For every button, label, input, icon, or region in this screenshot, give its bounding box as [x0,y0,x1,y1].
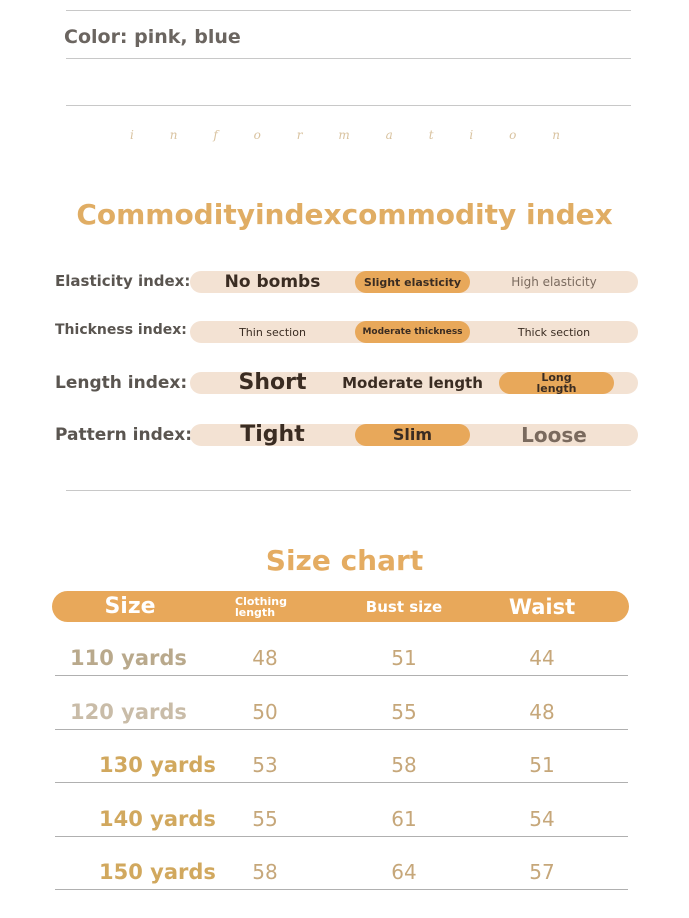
size-cell: 120 yards [70,699,187,724]
color-info: Color: pink, blue [64,26,241,48]
script-letter: i [469,128,474,142]
measurement-cell: 51 [391,646,417,670]
measurement-cell: 55 [391,699,417,724]
measurement-cell: 55 [252,806,278,831]
measurement-cell: 53 [252,753,278,777]
measurement-cell: 54 [529,806,555,831]
measurement-cell: 44 [529,646,555,670]
column-header: Bust size [365,597,443,616]
script-letter: t [428,128,434,142]
measurement-cell: 51 [529,753,555,777]
index-bar: Tight Slim Loose [190,424,638,446]
script-letter: o [253,128,261,142]
index-option-selected: Moderate thickness [355,321,470,343]
index-label: Pattern index: [55,425,193,445]
measurement-cell: 64 [391,860,417,884]
divider [66,490,631,491]
index-title: Commodityindexcommodity index [76,198,613,231]
index-bar: No bombs Slight elasticity High elasticity [190,271,638,293]
row-divider [55,728,628,730]
row-divider [55,675,628,676]
index-option-selected: Slight elasticity [355,271,470,293]
measurement-cell: 61 [391,806,417,831]
index-option: Thick section [517,325,591,339]
measurement-cell: 58 [391,753,417,777]
row-divider [55,782,628,783]
index-bar: Thin section Moderate thickness Thick sect… [190,321,638,343]
size-chart-title: Size chart [265,544,424,577]
index-label: Length index: [55,373,188,393]
index-label: Elasticity index: [55,272,191,290]
script-letter: n [169,128,178,142]
script-letter: r [296,128,303,142]
script-letter: o [509,128,517,142]
size-cell: 150 yards [99,860,216,884]
index-option: Thin section [239,325,306,339]
measurement-cell: 57 [529,860,555,884]
measurement-cell: 50 [252,699,278,724]
divider [66,10,631,11]
index-bar: Short Moderate length Long length [190,372,638,394]
column-header: Size [104,594,156,619]
divider [66,105,631,106]
script-letter: i [130,128,134,142]
index-option-selected: Slim [355,424,470,446]
script-letter: m [338,128,350,142]
script-letter: a [385,128,393,142]
measurement-cell: 48 [529,699,555,724]
index-label: Thickness index: [55,322,187,338]
column-header: Clothing length [235,594,287,619]
row-divider [55,835,628,837]
size-cell: 140 yards [99,806,216,831]
index-option: Loose [521,423,587,447]
index-option: No bombs [224,271,321,292]
index-option: High elasticity [511,275,597,289]
index-option-selected: Long length [499,372,614,394]
script-letter: f [213,128,218,142]
column-header: Waist [508,594,576,619]
size-cell: 110 yards [70,646,187,670]
divider [66,58,631,59]
size-cell: 130 yards [99,753,216,777]
measurement-cell: 48 [252,646,278,670]
script-letter: n [552,128,560,142]
row-divider [55,889,628,890]
index-option: Moderate length [342,373,483,392]
size-chart-header: Size Clothing length Bust size Waist [52,591,629,622]
index-option: Tight [240,422,305,447]
index-option: Short [238,370,307,395]
measurement-cell: 58 [252,860,278,884]
